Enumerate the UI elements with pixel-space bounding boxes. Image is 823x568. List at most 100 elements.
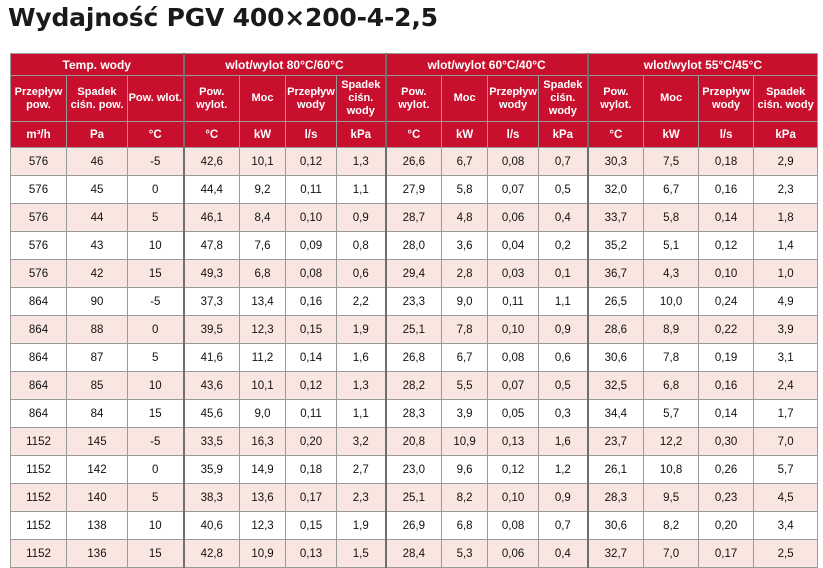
table-cell: 0,9 xyxy=(538,483,589,512)
table-cell: 1,7 xyxy=(753,399,819,428)
table-row: 864 88 0 39,5 12,3 0,15 1,9 25,1 7,8 0,10 0,9 28,6 8… xyxy=(10,315,819,344)
table-cell: 0,10 xyxy=(487,483,540,512)
table-cell: 0,08 xyxy=(487,147,540,176)
table-cell: 1,1 xyxy=(336,175,387,204)
table-cell: 0,15 xyxy=(285,315,338,344)
table-row: 864 85 10 43,6 10,1 0,12 1,3 28,2 5,5 0,07 0,5 32,5… xyxy=(10,371,819,400)
table-cell: 576 xyxy=(10,147,67,176)
column-header-row: Przepływ pow. Spadek ciśn. pow. Pow. wlot.… xyxy=(10,75,819,122)
table-row: 1152 145 -5 33,5 16,3 0,20 3,2 20,8 10,9 0,13 1,6 2… xyxy=(10,427,819,456)
table-cell: 42,8 xyxy=(183,539,241,568)
table-cell: 46 xyxy=(66,147,128,176)
table-cell: 5,1 xyxy=(643,231,700,260)
table-cell: 7,0 xyxy=(753,427,819,456)
table-cell: 15 xyxy=(126,399,185,428)
table-cell: 0,8 xyxy=(336,231,387,260)
group-header-80-60: wlot/wylot 80°C/60°C xyxy=(183,53,387,76)
table-cell: 138 xyxy=(66,511,128,540)
table-cell: 37,3 xyxy=(183,287,241,316)
table-cell: 30,3 xyxy=(587,147,645,176)
table-cell: 46,1 xyxy=(183,203,241,232)
table-cell: 13,4 xyxy=(239,287,287,316)
table-cell: 0,1 xyxy=(538,259,589,288)
table-cell: 1152 xyxy=(10,539,67,568)
table-cell: 0,07 xyxy=(487,371,540,400)
table-cell: 0,17 xyxy=(698,539,755,568)
table-cell: 0,12 xyxy=(285,371,338,400)
table-cell: 27,9 xyxy=(385,175,443,204)
unit-cell: kPa xyxy=(336,121,387,148)
table-cell: 45,6 xyxy=(183,399,241,428)
table-cell: 0,10 xyxy=(285,203,338,232)
table-cell: 864 xyxy=(10,399,67,428)
table-cell: 10,8 xyxy=(643,455,700,484)
table-cell: 8,2 xyxy=(441,483,489,512)
table-cell: 0,05 xyxy=(487,399,540,428)
table-cell: 35,9 xyxy=(183,455,241,484)
table-cell: 864 xyxy=(10,371,67,400)
table-cell: 0,16 xyxy=(698,175,755,204)
table-cell: 40,6 xyxy=(183,511,241,540)
table-cell: 23,0 xyxy=(385,455,443,484)
table-cell: 12,2 xyxy=(643,427,700,456)
table-cell: 90 xyxy=(66,287,128,316)
table-cell: 25,1 xyxy=(385,315,443,344)
table-cell: 4,9 xyxy=(753,287,819,316)
group-header-55-45: wlot/wylot 55°C/45°C xyxy=(587,53,819,76)
table-cell: 0,5 xyxy=(538,371,589,400)
table-cell: 26,5 xyxy=(587,287,645,316)
table-cell: 28,0 xyxy=(385,231,443,260)
table-cell: 10 xyxy=(126,231,185,260)
unit-cell: kPa xyxy=(753,121,819,148)
table-cell: 88 xyxy=(66,315,128,344)
table-cell: 44 xyxy=(66,203,128,232)
table-cell: 7,8 xyxy=(643,343,700,372)
table-cell: 2,2 xyxy=(336,287,387,316)
table-cell: 0,7 xyxy=(538,511,589,540)
table-row: 864 90 -5 37,3 13,4 0,16 2,2 23,3 9,0 0,11 1,1 26,5… xyxy=(10,287,819,316)
table-cell: 0,20 xyxy=(285,427,338,456)
table-cell: 2,3 xyxy=(336,483,387,512)
group-header-60-40: wlot/wylot 60°C/40°C xyxy=(385,53,589,76)
table-cell: 28,3 xyxy=(587,483,645,512)
table-row: 1152 142 0 35,9 14,9 0,18 2,7 23,0 9,6 0,12 1,2 26,… xyxy=(10,455,819,484)
table-cell: 2,3 xyxy=(753,175,819,204)
table-cell: 8,4 xyxy=(239,203,287,232)
table-cell: 0,11 xyxy=(285,399,338,428)
table-cell: 26,1 xyxy=(587,455,645,484)
unit-cell: °C xyxy=(385,121,443,148)
table-cell: 3,1 xyxy=(753,343,819,372)
table-cell: 45 xyxy=(66,175,128,204)
table-cell: 13,6 xyxy=(239,483,287,512)
table-cell: 864 xyxy=(10,287,67,316)
table-cell: 12,3 xyxy=(239,315,287,344)
unit-cell: kW xyxy=(643,121,700,148)
table-cell: 5,8 xyxy=(441,175,489,204)
table-cell: 0,30 xyxy=(698,427,755,456)
table-cell: 5,7 xyxy=(643,399,700,428)
table-cell: 0,12 xyxy=(487,455,540,484)
table-cell: 0,26 xyxy=(698,455,755,484)
table-row: 864 84 15 45,6 9,0 0,11 1,1 28,3 3,9 0,05 0,3 34,4 5… xyxy=(10,399,819,428)
table-cell: 0,10 xyxy=(487,315,540,344)
table-cell: 1,5 xyxy=(336,539,387,568)
table-cell: 47,8 xyxy=(183,231,241,260)
table-cell: 1,6 xyxy=(538,427,589,456)
table-cell: 136 xyxy=(66,539,128,568)
column-header: Przepływ wody xyxy=(698,75,755,122)
column-header: Przepływ pow. xyxy=(10,75,67,122)
page-title: Wydajność PGV 400×200-4-2,5 xyxy=(8,3,438,32)
unit-cell: kW xyxy=(441,121,489,148)
table-cell: 87 xyxy=(66,343,128,372)
table-cell: 1,6 xyxy=(336,343,387,372)
table-cell: 6,8 xyxy=(239,259,287,288)
table-cell: 10 xyxy=(126,371,185,400)
table-cell: 0,04 xyxy=(487,231,540,260)
table-row: 576 45 0 44,4 9,2 0,11 1,1 27,9 5,8 0,07 0,5 32,0 6,… xyxy=(10,175,819,204)
table-cell: 26,6 xyxy=(385,147,443,176)
table-cell: 3,9 xyxy=(753,315,819,344)
table-cell: 32,7 xyxy=(587,539,645,568)
table-cell: 1,3 xyxy=(336,371,387,400)
table-cell: 9,0 xyxy=(239,399,287,428)
table-cell: 0,13 xyxy=(285,539,338,568)
